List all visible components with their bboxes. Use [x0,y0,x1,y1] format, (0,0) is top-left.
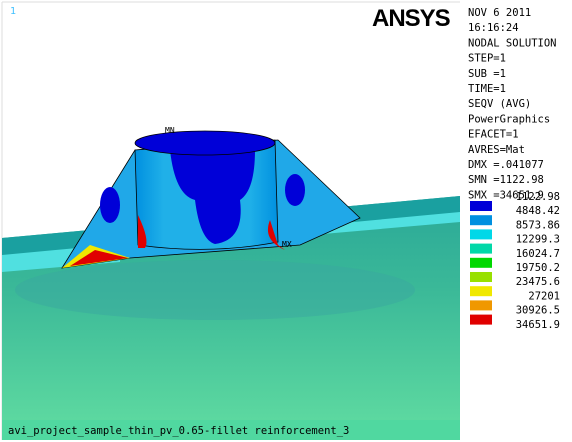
info-line: DMX =.041077 [468,159,544,171]
info-line: EFACET=1 [468,129,519,141]
ansys-window: MN MX 1 avi_project_sample_thin_pv_0.65-… [0,0,572,442]
min-label: MN [165,126,175,135]
legend-level: 19750.2 [516,262,560,274]
info-line: 16:16:24 [468,22,519,34]
legend-level: 12299.3 [516,234,560,246]
legend-level: 8573.86 [516,219,560,231]
info-panel: NOV 6 2011 16:16:24 NODAL SOLUTION STEP=1 SU… [468,7,557,201]
legend-swatch [470,258,492,268]
legend-swatch [470,315,492,325]
legend-swatch [470,272,492,282]
info-line: STEP=1 [468,53,506,65]
legend-level: 1122.98 [516,191,560,203]
legend-level: 34651.9 [516,319,560,331]
legend: 1122.98 4848.42 8573.86 12299.3 16024.7 19750… [470,191,560,331]
legend-swatch [470,229,492,239]
info-line: SEQV (AVG) [468,98,531,110]
legend-swatch [470,215,492,225]
info-line: AVRES=Mat [468,144,525,156]
info-line: SUB =1 [468,68,506,80]
screen: MN MX 1 avi_project_sample_thin_pv_0.65-… [0,0,572,442]
max-label: MX [282,240,292,249]
legend-swatch [470,286,492,296]
legend-level: 16024.7 [516,248,560,260]
shadow [15,260,415,320]
legend-swatch [470,201,492,211]
viewport: MN MX 1 avi_project_sample_thin_pv_0.65-… [0,0,462,442]
logo: ANSYS [372,5,451,32]
contour-blue [285,174,305,206]
contour-blue [100,187,120,223]
legend-swatch [470,244,492,254]
legend-swatch [470,300,492,310]
info-line: NODAL SOLUTION [468,37,557,49]
info-line: TIME=1 [468,83,506,95]
legend-level: 23475.6 [516,276,560,288]
legend-level: 30926.5 [516,305,560,317]
nozzle-top [135,131,275,155]
info-line: NOV 6 2011 [468,7,531,19]
window-number: 1 [10,6,16,17]
info-line: SMN =1122.98 [468,174,544,186]
legend-level: 4848.42 [516,205,560,217]
footer-title: avi_project_sample_thin_pv_0.65-fillet r… [8,425,349,437]
info-line: PowerGraphics [468,113,550,125]
legend-level: 27201 [528,290,560,302]
